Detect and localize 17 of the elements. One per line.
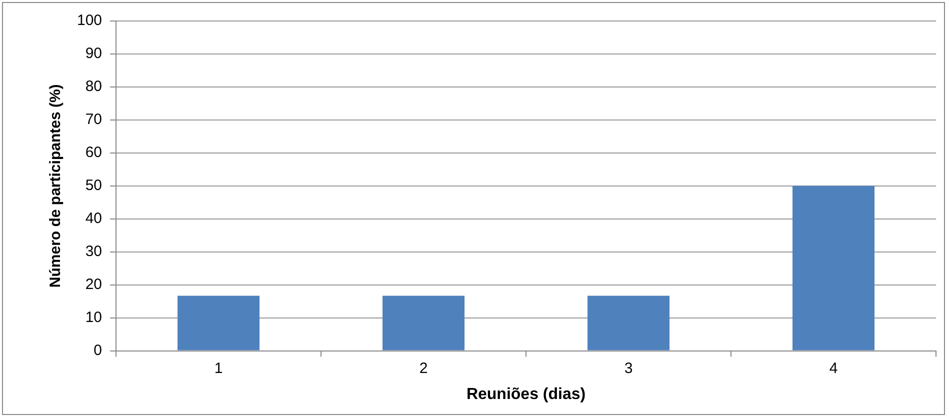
y-tick-label: 30 (85, 243, 102, 260)
x-tick-label: 2 (419, 360, 428, 377)
y-tick-label: 0 (94, 342, 102, 359)
x-tick-label: 4 (829, 360, 838, 377)
y-axis-title: Número de participantes (%) (47, 84, 64, 288)
y-tick-label: 50 (85, 177, 102, 194)
y-tick-label: 70 (85, 111, 102, 128)
y-tick-label: 20 (85, 276, 102, 293)
y-tick-label: 40 (85, 210, 102, 228)
y-tick-label: 60 (85, 144, 102, 162)
x-tick-label: 1 (214, 360, 223, 377)
x-tick-label: 3 (624, 360, 633, 377)
y-tick-label: 10 (85, 308, 102, 326)
y-tick-label: 100 (76, 12, 102, 30)
x-axis-title: Reuniões (dias) (466, 386, 586, 403)
y-tick-label: 90 (85, 45, 102, 62)
y-tick-label: 80 (85, 78, 102, 96)
